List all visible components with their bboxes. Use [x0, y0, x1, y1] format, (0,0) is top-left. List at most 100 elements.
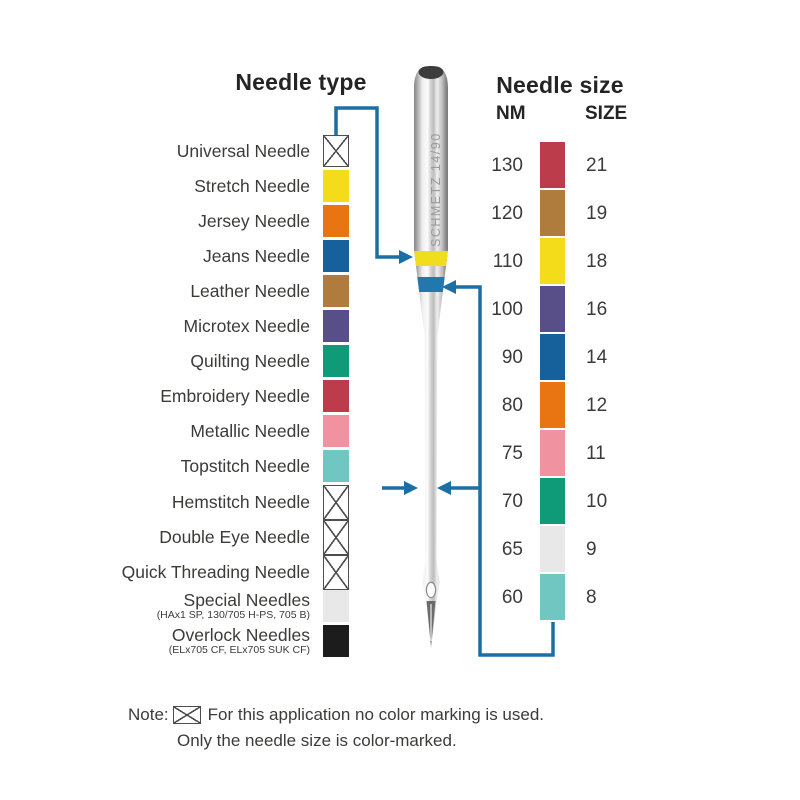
needle-type-row: Metallic Needle [0, 415, 349, 447]
needle-size-color-swatch [540, 286, 565, 334]
needle-type-color-swatch [323, 310, 349, 342]
needle-type-label: Special Needles [183, 589, 310, 610]
needle-type-color-swatch [323, 625, 349, 657]
size-value: 12 [586, 395, 608, 416]
size-value: 9 [586, 539, 597, 560]
nm-column-header: NM [496, 103, 526, 124]
needle-size-row: 65 9 [440, 526, 660, 574]
needle-type-row: Double Eye Needle [0, 520, 349, 555]
size-value: 18 [586, 251, 608, 272]
no-color-marking-icon [172, 706, 201, 724]
needle-body [414, 66, 448, 650]
needle-type-label: Microtex Needle [183, 315, 310, 336]
needle-size-color-swatch [540, 190, 565, 238]
needle-size-color-swatch [540, 334, 565, 382]
size-value: 14 [586, 347, 608, 368]
needle-type-label: Jersey Needle [198, 210, 310, 231]
needle-type-color-swatch [323, 205, 349, 237]
needle-type-row: Quilting Needle [0, 345, 349, 377]
needle-size-color-swatch [540, 382, 565, 430]
nm-value: 90 [501, 347, 523, 368]
needle-illustration: SCHMETZ 14/90 [414, 66, 448, 650]
nm-value: 110 [492, 251, 523, 272]
needle-type-row: Overlock Needles (ELx705 CF, ELx705 SUK … [0, 625, 349, 657]
no-color-marking-swatch [323, 520, 349, 555]
needle-type-color-swatch [323, 275, 349, 307]
nm-value: 130 [491, 155, 523, 176]
needle-type-sublabel: (HAx1 SP, 130/705 H-PS, 705 B) [156, 609, 310, 622]
needle-size-row: 75 11 [440, 430, 660, 478]
needle-size-color-swatch [540, 526, 565, 574]
needle-type-row: Special Needles (HAx1 SP, 130/705 H-PS, … [0, 590, 349, 622]
needle-type-row: Universal Needle [0, 135, 349, 167]
needle-size-row: 70 10 [440, 478, 660, 526]
shaft-left-arrow-icon [404, 481, 418, 495]
no-color-marking-swatch [323, 555, 349, 590]
needle-type-label: Double Eye Needle [159, 527, 310, 548]
size-column-header: SIZE [585, 103, 628, 124]
needle-size-row: 100 16 [440, 286, 660, 334]
needle-size-row: 120 19 [440, 190, 660, 238]
needle-type-row: Topstitch Needle [0, 450, 349, 482]
needle-type-row: Quick Threading Needle [0, 555, 349, 590]
left-arrow-icon [442, 280, 456, 294]
needle-type-label: Jeans Needle [202, 245, 310, 266]
needle-type-row: Leather Needle [0, 275, 349, 307]
nm-value: 100 [491, 299, 523, 320]
needle-eye [425, 581, 437, 599]
needle-type-title: Needle type [235, 69, 367, 95]
needle-type-label: Overlock Needles [171, 624, 310, 645]
needle-type-sublabel: (ELx705 CF, ELx705 SUK CF) [168, 644, 310, 657]
needle-size-row: 110 18 [440, 238, 660, 286]
right-arrow-icon [399, 250, 413, 264]
size-value: 11 [586, 443, 606, 464]
nm-value: 60 [501, 587, 523, 608]
needle-type-color-swatch [323, 415, 349, 447]
needle-size-color-swatch [540, 142, 565, 190]
shaft-width-arrow [382, 481, 418, 495]
needle-type-pointer-line [334, 106, 413, 264]
needle-type-row: Embroidery Needle [0, 380, 349, 412]
shaft-right-arrow-icon [437, 481, 451, 495]
needle-type-band [414, 251, 448, 266]
needle-type-row: Jeans Needle [0, 240, 349, 272]
needle-type-label: Stretch Needle [194, 175, 310, 196]
needle-type-label: Topstitch Needle [180, 455, 310, 476]
needle-size-color-swatch [540, 478, 565, 526]
needle-type-label: Universal Needle [176, 140, 310, 161]
nm-value: 65 [501, 539, 523, 560]
needle-size-title: Needle size [496, 72, 624, 98]
needle-type-color-swatch [323, 590, 349, 622]
nm-value: 70 [501, 491, 523, 512]
needle-type-color-swatch [323, 380, 349, 412]
needle-size-band [414, 277, 448, 292]
needle-type-label: Leather Needle [190, 280, 310, 301]
needle-type-row: Stretch Needle [0, 170, 349, 202]
needle-size-color-swatch [540, 430, 565, 478]
needle-size-row: 90 14 [440, 334, 660, 382]
size-value: 10 [586, 491, 608, 512]
needle-size-color-swatch [540, 574, 565, 622]
needle-size-row: 130 21 [440, 142, 660, 190]
note-text-line1: For this application no color marking is… [207, 705, 545, 724]
needle-type-label: Quilting Needle [190, 350, 310, 371]
needle-type-label: Metallic Needle [190, 420, 310, 441]
needle-engraving: SCHMETZ 14/90 [429, 132, 443, 247]
needle-size-row: 60 8 [440, 574, 660, 622]
needle-type-color-swatch [323, 345, 349, 377]
nm-value: 120 [491, 203, 523, 224]
size-value: 16 [586, 299, 608, 320]
needle-type-label: Hemstitch Needle [171, 492, 310, 513]
needle-type-color-swatch [323, 170, 349, 202]
nm-value: 80 [501, 395, 523, 416]
nm-value: 75 [501, 443, 523, 464]
note-label: Note: [128, 705, 169, 724]
needle-size-pointer-line [437, 280, 555, 657]
size-value: 19 [586, 203, 608, 224]
needle-butt [418, 66, 444, 79]
needle-size-row: 80 12 [440, 382, 660, 430]
size-value: 21 [586, 155, 608, 176]
no-color-marking-swatch [323, 135, 349, 167]
